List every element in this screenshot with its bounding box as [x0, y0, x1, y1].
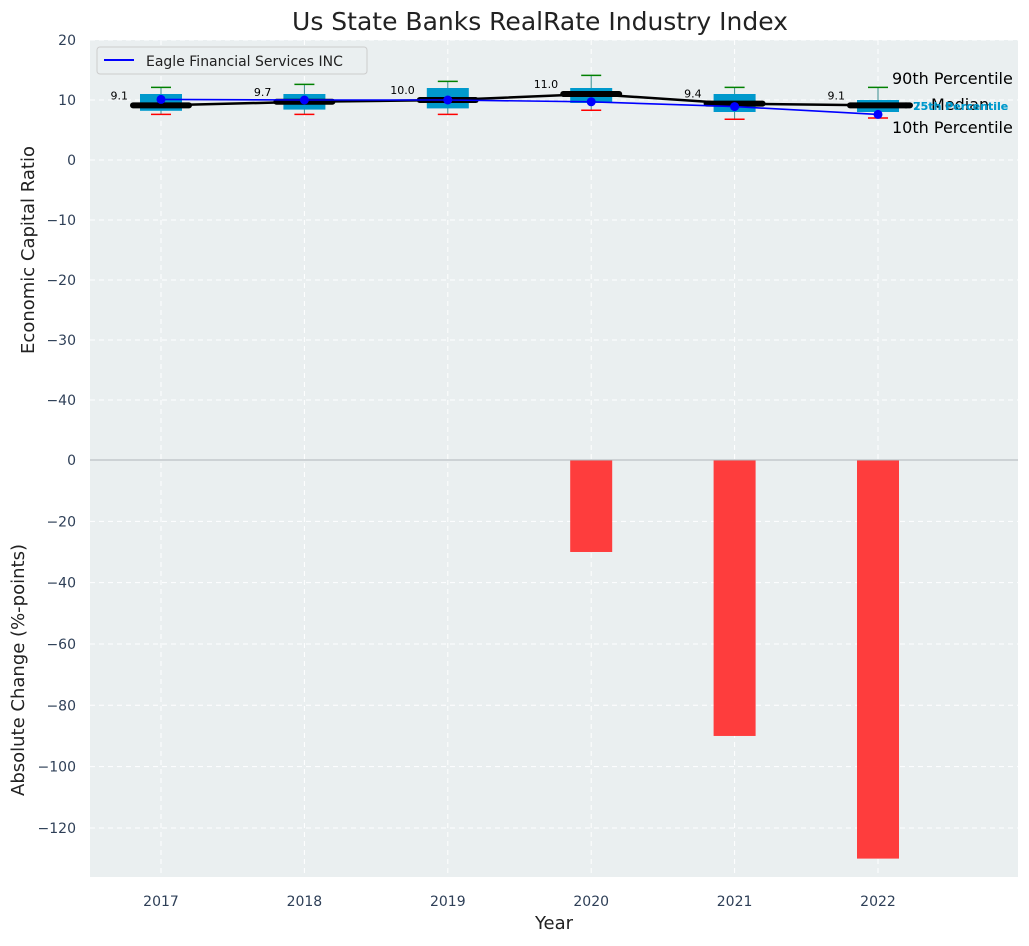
median-value-label: 9.1 — [111, 89, 129, 102]
bottom-y-tick-label: −100 — [38, 760, 76, 776]
legend-box — [96, 46, 368, 75]
legend: Eagle Financial Services INC — [96, 46, 368, 75]
median-value-label: 9.4 — [684, 88, 702, 101]
x-tick-label: 2019 — [430, 894, 466, 910]
top-y-tick-label: −20 — [46, 273, 76, 289]
chart-title: Us State Banks RealRate Industry Index — [292, 7, 788, 36]
change-bar — [857, 460, 899, 859]
bottom-y-tick-label: 0 — [67, 453, 76, 469]
bar-series — [570, 460, 899, 859]
company-series-point — [873, 109, 883, 119]
bottom-y-axis-label: Absolute Change (%-points) — [8, 544, 29, 796]
annotation-median: Median — [931, 95, 989, 114]
legend-entry: Eagle Financial Services INC — [146, 54, 343, 70]
change-bar — [570, 460, 613, 552]
company-series-point — [299, 95, 309, 105]
company-series-point — [443, 95, 453, 105]
median-value-label: 11.0 — [534, 78, 559, 91]
company-series-line — [160, 98, 879, 116]
bottom-y-tick-label: −120 — [38, 821, 76, 837]
top-y-tick-label: −30 — [46, 333, 76, 349]
top-y-tick-label: −10 — [46, 213, 76, 229]
x-tick-label: 2022 — [860, 894, 896, 910]
median-line — [160, 92, 879, 107]
x-tick-label: 2018 — [287, 894, 323, 910]
bottom-y-tick-label: −80 — [46, 698, 76, 714]
annotation-10th: 10th Percentile — [892, 118, 1013, 137]
x-tick-label: 2020 — [573, 894, 609, 910]
median-value-label: 9.1 — [828, 89, 846, 102]
top-y-tick-label: 20 — [58, 33, 76, 49]
annotation-25th: 25th Percentile — [913, 100, 1008, 113]
percentile-annotations: 90th Percentile Median 10th Percentile 7… — [892, 69, 1013, 137]
grid-lines — [90, 39, 1018, 877]
median-value-label: 10.0 — [390, 84, 415, 97]
x-tick-label: 2017 — [143, 894, 179, 910]
top-y-tick-label: 0 — [67, 153, 76, 169]
axes: 20 10 0 −10 −20 −30 −40 0 −20 −40 −60 −80 −100 −120 20… — [38, 33, 1018, 910]
bottom-y-tick-label: −20 — [46, 514, 76, 530]
change-bar — [713, 460, 756, 736]
annotation-75th: 75th Percentile — [913, 100, 1008, 113]
top-y-axis-label: Economic Capital Ratio — [18, 146, 39, 354]
company-series-point — [586, 97, 596, 107]
x-tick-label: 2021 — [717, 894, 753, 910]
bottom-y-tick-label: −60 — [46, 637, 76, 653]
median-value-label: 9.7 — [254, 86, 272, 99]
bottom-y-tick-label: −40 — [46, 576, 76, 592]
x-axis-label: Year — [534, 913, 574, 934]
annotation-90th: 90th Percentile — [892, 69, 1013, 88]
top-y-tick-label: 10 — [58, 93, 76, 109]
line-series — [156, 92, 913, 119]
company-series-point — [730, 102, 740, 112]
top-y-tick-label: −40 — [46, 393, 76, 409]
company-series-point — [156, 94, 166, 104]
